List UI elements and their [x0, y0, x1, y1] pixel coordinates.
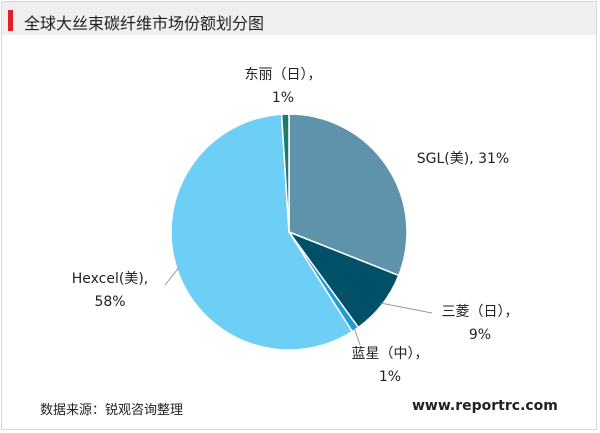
- slice-toray: [280, 113, 290, 233]
- chart-title: 全球大丝束碳纤维市场份额划分图: [24, 14, 265, 33]
- label-toray: 东丽（日）， 1%: [245, 67, 322, 106]
- title-accent-bar: [8, 10, 13, 31]
- leader-line: [380, 302, 433, 314]
- watermark: www.reportrc.com: [412, 398, 558, 414]
- slice-sgl: [288, 113, 408, 277]
- label-mitsubishi: 三菱（日）， 9%: [442, 304, 519, 343]
- title-bar: 全球大丝束碳纤维市场份额划分图: [2, 2, 596, 35]
- label-sgl: SGL(美), 31%: [417, 151, 509, 167]
- slice-hexcel: [170, 113, 354, 351]
- leader-line: [164, 267, 180, 286]
- label-hexcel: Hexcel(美), 58%: [72, 271, 149, 310]
- leader-line: [353, 327, 361, 346]
- source-note: 数据来源：锐观咨询整理: [40, 403, 184, 418]
- label-lanxing: 蓝星（中）， 1%: [352, 346, 429, 385]
